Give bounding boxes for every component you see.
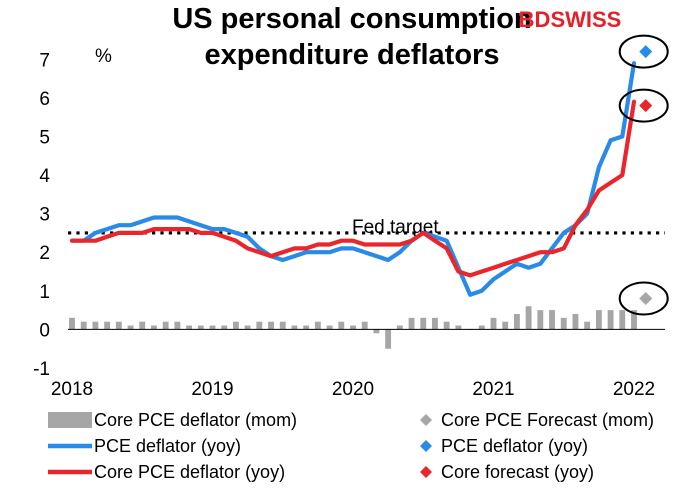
mom-bar [221,325,228,330]
pce-yoy-line [69,61,637,297]
bar-series [69,306,637,349]
forecast-diamond [639,45,653,59]
forecast-circle [618,281,669,316]
x-tick-label: 2019 [191,379,233,400]
mom-bar [478,325,485,330]
legend-swatch-diamond [420,414,432,426]
svg-text:BDSWISS: BDSWISS [519,7,622,32]
legend-swatch-bar [48,412,92,428]
mom-bar [151,325,157,330]
mom-bar [350,325,356,330]
mom-bar [209,325,216,330]
mom-bar [572,313,579,330]
line-series [69,61,637,297]
brand-logo: BDSWISS [519,7,622,32]
y-tick-label: 3 [39,205,50,226]
x-tick-label: 2021 [472,379,514,400]
mom-bar [513,313,520,330]
mom-bar [361,321,368,330]
core-pce-yoy-line [69,99,637,278]
y-unit-label: % [95,46,112,67]
mom-bar [104,321,111,330]
mom-bar [408,317,415,330]
mom-bar [303,325,310,330]
chart-title-line2: expenditure deflators [205,39,500,71]
mom-bar [197,325,204,330]
mom-bar [373,329,380,334]
mom-bar [607,310,614,330]
mom-bar [385,329,392,349]
mom-bar [432,317,438,330]
y-tick-label: 2 [39,243,50,264]
legend-label: Core PCE Forecast (mom) [441,410,654,430]
y-tick-label: -1 [33,359,50,380]
mom-bar [549,310,555,330]
mom-bar [268,321,274,330]
legend-swatch-diamond [420,440,432,452]
mom-bar [162,321,169,330]
mom-bar [69,317,75,330]
mom-bar [338,321,345,330]
forecast-markers [639,45,653,306]
x-axis-ticks: 2018 2019 2020 2021 2022 [51,379,655,400]
mom-bar [525,306,532,330]
mom-bar [631,310,637,330]
mom-bar [537,310,544,330]
legend-label: PCE deflator (yoy) [441,436,588,456]
mom-bar [291,325,298,330]
forecast-circle [618,34,669,69]
mom-bar [244,325,251,330]
mom-bar [502,321,509,330]
mom-bar [326,325,333,330]
mom-bar [420,317,427,330]
y-tick-label: 1 [39,282,50,303]
y-tick-label: 4 [39,166,50,187]
chart-title-line1: US personal consumption [172,3,531,35]
mom-bar [139,321,146,330]
mom-bar [92,321,99,330]
legend-label: Core PCE deflator (mom) [94,410,297,430]
legend-label: PCE deflator (yoy) [94,436,241,456]
mom-bar [314,321,321,330]
mom-bar [174,321,181,330]
mom-bar [279,321,286,330]
forecast-diamond [639,99,653,113]
mom-bar [256,321,263,330]
legend-label: Core PCE deflator (yoy) [94,462,285,482]
mom-bar [455,325,462,330]
mom-bar [396,325,403,330]
mom-bar [80,321,87,330]
y-tick-label: 7 [39,50,50,71]
mom-bar [490,317,497,330]
mom-bar [232,321,239,330]
forecast-circles [618,34,669,316]
y-tick-label: 0 [39,320,50,341]
brand-logo-part2: SWISS [550,7,621,32]
fed-target-label: Fed target [352,217,439,238]
mom-bar [619,310,626,330]
x-tick-label: 2020 [332,379,374,400]
legend: Core PCE deflator (mom) PCE deflator (yoy… [48,410,654,482]
brand-logo-part1: BD [519,7,551,32]
x-tick-label: 2022 [613,379,655,400]
y-tick-label: 6 [39,89,50,110]
mom-bar [595,310,602,330]
mom-bar [443,321,450,330]
mom-bar [127,325,134,330]
legend-swatch-diamond [420,466,432,478]
mom-bar [584,321,591,330]
mom-bar [186,325,193,330]
mom-bar [560,317,567,330]
forecast-diamond [639,292,653,306]
y-axis-ticks: -1 0 1 2 3 4 5 6 7 [33,50,50,380]
forecast-circle [618,88,669,123]
y-tick-label: 5 [39,127,50,148]
mom-bar [115,321,122,330]
legend-label: Core forecast (yoy) [441,462,594,482]
x-tick-label: 2018 [51,379,93,400]
